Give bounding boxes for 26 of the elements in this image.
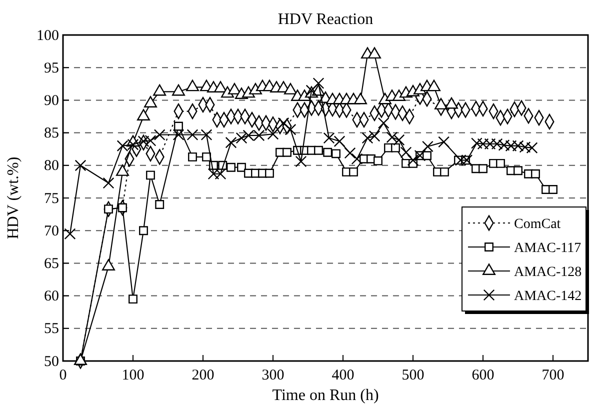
y-tick-label: 100 <box>36 28 59 44</box>
y-tick-label: 80 <box>44 158 59 174</box>
legend-label: AMAC-117 <box>514 241 582 256</box>
y-tick-label: 60 <box>44 288 59 305</box>
y-tick-label: 90 <box>44 93 59 109</box>
x-tick-label: 700 <box>542 368 564 384</box>
y-tick-label: 70 <box>44 223 59 240</box>
x-tick-label: 0 <box>59 368 67 384</box>
y-tick-label: 55 <box>44 321 59 338</box>
y-tick-label: 75 <box>44 190 59 207</box>
chart-title: HDV Reaction <box>278 11 374 28</box>
legend-label: AMAC-128 <box>514 265 582 280</box>
y-tick-label: 95 <box>44 60 59 76</box>
x-tick-label: 200 <box>192 368 214 384</box>
x-tick-label: 500 <box>402 368 424 384</box>
x-tick-label: 100 <box>122 368 144 384</box>
legend-label: AMAC-142 <box>514 289 582 304</box>
x-tick-label: 400 <box>332 368 354 384</box>
x-tick-label: 600 <box>472 368 494 384</box>
legend-label: ComCat <box>514 217 561 232</box>
y-tick-label: 50 <box>44 354 59 370</box>
y-tick-label: 85 <box>44 126 59 142</box>
x-axis-title: Time on Run (h) <box>272 387 379 404</box>
y-tick-label: 65 <box>44 256 59 272</box>
x-tick-label: 300 <box>262 368 284 384</box>
y-axis-title: HDV (wt.%) <box>5 156 22 240</box>
